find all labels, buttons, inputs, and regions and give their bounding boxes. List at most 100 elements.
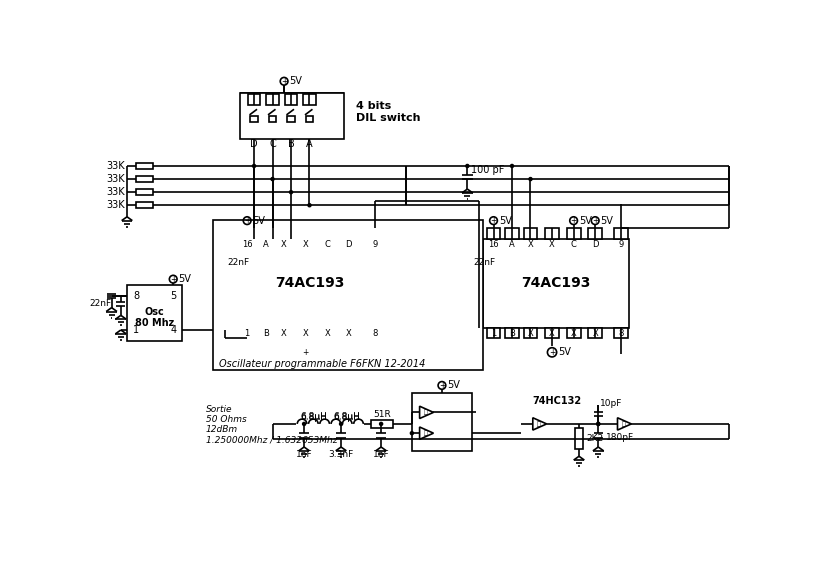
Text: 33K: 33K [106,174,125,184]
Bar [368,328,382,339]
Text: 6.8μH: 6.8μH [334,413,361,422]
Text: 74HC132: 74HC132 [533,396,582,406]
Text: 22nF: 22nF [474,258,495,267]
Text: 1nF: 1nF [373,450,390,459]
Text: 4 bits
DIL switch: 4 bits DIL switch [356,101,420,123]
Text: 4: 4 [170,325,176,335]
Text: 9: 9 [372,240,378,249]
Text: X: X [303,240,308,249]
Circle shape [340,422,342,425]
Circle shape [529,178,532,181]
Text: +: + [592,216,599,225]
Text: +: + [303,348,308,357]
Text: +: + [571,216,576,225]
Bar [299,328,313,339]
Bar [588,228,602,239]
Text: 33K: 33K [106,187,125,197]
Text: 16: 16 [488,240,499,249]
Text: 6.8μH: 6.8μH [300,413,327,422]
Text: 51R: 51R [373,410,390,419]
Circle shape [597,422,600,425]
Circle shape [252,164,256,167]
Bar [505,328,519,339]
Text: 74AC193: 74AC193 [275,277,344,290]
Text: B: B [288,139,294,149]
Text: X: X [528,329,533,338]
Bar [240,228,254,239]
Text: A: A [263,240,269,249]
Bar [614,328,629,339]
Text: ㏕: ㏕ [424,410,428,415]
Text: X: X [592,329,598,338]
Text: A: A [509,240,515,249]
Text: 5: 5 [170,291,176,301]
Bar [304,94,316,105]
Text: 16: 16 [241,240,252,249]
Circle shape [303,422,306,425]
Text: 5V: 5V [447,381,460,390]
Bar [462,270,470,278]
Text: 8: 8 [619,329,624,338]
Bar [299,228,313,239]
Circle shape [466,164,469,167]
Bar [566,328,581,339]
Text: Osc
80 Mhz: Osc 80 Mhz [135,307,174,328]
Bar [259,228,273,239]
Text: 3.3nF: 3.3nF [328,450,354,459]
Bar [368,228,382,239]
Bar [575,428,583,449]
Text: C: C [269,139,276,149]
Bar [136,163,153,169]
Text: B: B [263,329,269,338]
Bar [240,93,344,139]
Text: X: X [281,240,287,249]
Bar [277,228,291,239]
Circle shape [271,178,274,181]
Bar [136,176,153,182]
Text: 8: 8 [372,329,378,338]
Bar [277,328,291,339]
Text: C: C [571,240,576,249]
Text: 5V: 5V [579,216,592,225]
Bar [284,94,297,105]
Text: 5V: 5V [499,216,512,225]
Bar [259,328,273,339]
Bar [342,228,356,239]
Bar [614,228,629,239]
Text: 6.8μH: 6.8μH [334,412,361,421]
Text: 100 pF: 100 pF [471,165,504,175]
Text: 6.8μH: 6.8μH [300,412,327,421]
Bar [136,189,153,195]
Text: 1: 1 [133,325,139,335]
Text: 5V: 5V [600,216,614,225]
Text: X: X [281,329,287,338]
Text: +: + [244,216,251,225]
Text: 180pF: 180pF [606,432,634,442]
Bar [505,228,519,239]
Text: B: B [509,329,515,338]
Text: +: + [281,77,287,86]
Text: ㏕: ㏕ [538,421,541,426]
Text: ㏕: ㏕ [424,431,428,436]
Text: 1: 1 [245,329,250,338]
Text: A: A [306,139,313,149]
Circle shape [510,164,514,167]
Bar [237,239,383,328]
Text: 1: 1 [491,329,496,338]
Text: 22nF: 22nF [89,299,112,309]
Text: X: X [549,329,555,338]
Bar [566,228,581,239]
Text: X: X [303,329,308,338]
Text: +: + [549,348,555,357]
Bar [320,228,334,239]
Bar [342,328,356,339]
Text: 22nF: 22nF [227,258,249,267]
Bar [483,239,629,328]
Text: 5V: 5V [289,76,303,86]
Text: 2K2: 2K2 [586,433,603,443]
Bar [240,328,254,339]
Text: Sortie
50 Ohms
12dBm
1.250000Mhz / 1.632653Mhz: Sortie 50 Ohms 12dBm 1.250000Mhz / 1.632… [206,405,337,445]
Text: 33K: 33K [106,200,125,210]
Bar [486,228,500,239]
Text: 8: 8 [133,291,139,301]
